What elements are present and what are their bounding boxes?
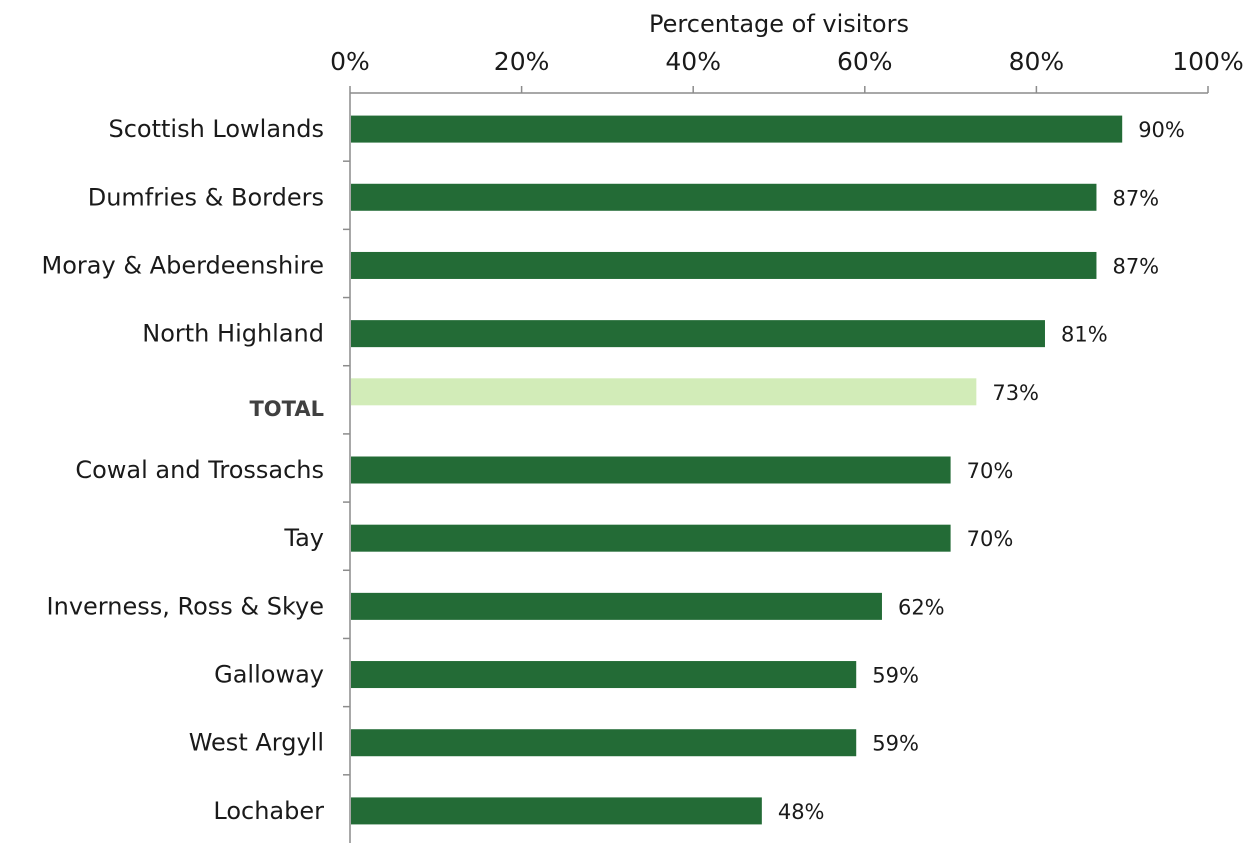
- data-label: 59%: [872, 732, 919, 756]
- bar-cowal-and-trossachs: [351, 456, 951, 484]
- x-axis-title: Percentage of visitors: [649, 10, 909, 38]
- category-label: Dumfries & Borders: [88, 183, 324, 211]
- category-label: Cowal and Trossachs: [75, 456, 324, 484]
- data-label: 73%: [992, 381, 1039, 405]
- bars: [351, 115, 1123, 825]
- data-label: 81%: [1061, 323, 1108, 347]
- x-tick-label: 60%: [837, 47, 893, 76]
- category-label: Scottish Lowlands: [108, 115, 324, 143]
- data-label: 48%: [778, 800, 825, 824]
- category-label: Galloway: [214, 661, 324, 689]
- data-label: 70%: [967, 459, 1014, 483]
- bar-galloway: [351, 661, 857, 689]
- bar-scottish-lowlands: [351, 115, 1123, 143]
- category-label: West Argyll: [189, 729, 324, 757]
- category-label: North Highland: [142, 320, 324, 348]
- data-label: 87%: [1112, 186, 1159, 210]
- category-label: TOTAL: [249, 397, 324, 421]
- data-label: 87%: [1112, 254, 1159, 278]
- bar-lochaber: [351, 797, 762, 825]
- category-label: Tay: [283, 524, 324, 552]
- bar-dumfries-borders: [351, 183, 1097, 211]
- x-tick-label: 20%: [494, 47, 550, 76]
- bar-tay: [351, 524, 951, 552]
- bar-total: [351, 378, 977, 406]
- x-tick-label: 80%: [1009, 47, 1065, 76]
- x-tick-label: 0%: [330, 47, 370, 76]
- data-labels: 90% 87% 87% 81% 73% 70% 70% 62% 59% 59% 48%: [778, 118, 1185, 824]
- axes: [343, 92, 1208, 843]
- data-label: 70%: [967, 527, 1014, 551]
- x-tick-label: 100%: [1172, 47, 1243, 76]
- data-label: 59%: [872, 664, 919, 688]
- x-tick-label: 40%: [665, 47, 721, 76]
- category-label: Moray & Aberdeenshire: [42, 251, 324, 279]
- category-labels: Scottish Lowlands Dumfries & Borders Moray…: [42, 115, 325, 825]
- bar-north-highland: [351, 320, 1045, 348]
- bar-west-argyll: [351, 729, 857, 757]
- data-label: 62%: [898, 595, 945, 619]
- category-label: Lochaber: [213, 797, 324, 825]
- bar-moray-aberdeenshire: [351, 251, 1097, 279]
- x-axis-ticks: 0% 20% 40% 60% 80% 100%: [330, 47, 1244, 93]
- data-label: 90%: [1138, 118, 1185, 142]
- category-label: Inverness, Ross & Skye: [47, 592, 324, 620]
- bar-inverness-ross-skye: [351, 592, 882, 620]
